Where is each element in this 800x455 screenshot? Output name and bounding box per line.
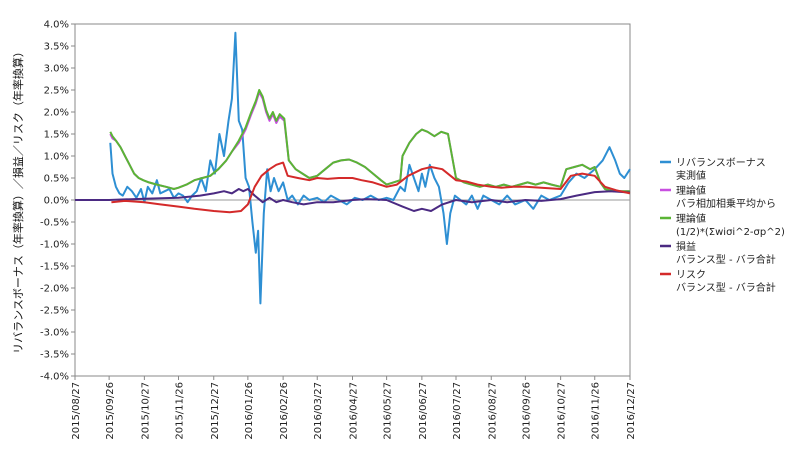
legend: リバランスボーナス実測値理論値バラ相加相乗平均から理論値(1/2)*(Σwiσi… <box>660 157 785 294</box>
y-tick-label: -3.0% <box>40 328 69 339</box>
x-tick-label: 2016/09/26 <box>521 382 532 440</box>
series-line-2 <box>109 91 630 193</box>
legend-label-1: 実測値 <box>676 169 706 182</box>
x-tick-label: 2016/11/26 <box>591 382 602 440</box>
series-line-3 <box>109 89 630 193</box>
y-tick-label: 0.5% <box>44 174 69 185</box>
x-tick-label: 2016/12/27 <box>626 382 637 440</box>
x-tick-label: 2016/08/27 <box>487 382 498 440</box>
series-line-1 <box>109 31 631 305</box>
x-tick-label: 2015/10/27 <box>140 382 151 440</box>
x-tick-label: 2015/11/26 <box>174 382 185 440</box>
legend-label-1: リバランスボーナス <box>676 157 766 169</box>
y-tick-label: 1.0% <box>44 152 69 163</box>
legend-label-4: 損益 <box>676 240 696 253</box>
x-tick-label: 2016/03/27 <box>313 382 324 440</box>
y-tick-label: 0.0% <box>44 196 69 207</box>
series-line-5 <box>111 161 631 214</box>
x-tick-label: 2016/07/27 <box>452 382 463 440</box>
y-tick-label: -0.5% <box>40 218 69 229</box>
series-lines <box>75 31 631 305</box>
y-axis-label: リバランスボーナス（年率換算）／損益／リスク（年率換算） <box>11 46 25 354</box>
y-tick-label: 2.5% <box>44 86 69 97</box>
legend-label-2: バラ相加相乗平均から <box>676 197 776 210</box>
y-tick-label: -1.0% <box>40 240 69 251</box>
y-tick-label: -2.5% <box>40 306 69 317</box>
x-tick-label: 2016/01/26 <box>244 382 255 440</box>
x-tick-label: 2015/12/27 <box>210 382 221 440</box>
legend-label-3: (1/2)*(Σwiσi^2-σp^2) <box>676 227 785 238</box>
y-tick-labels: 4.0% 3.5% 3.0% 2.5% 2.0% 1.5% 1.0% 0.5% 0.0% -0.5… <box>40 20 75 383</box>
legend-label-3: 理論値 <box>676 212 706 225</box>
y-tick-label: 4.0% <box>44 20 69 31</box>
y-tick-label: 3.5% <box>44 42 69 53</box>
x-tick-label: 2016/05/27 <box>383 382 394 440</box>
x-tick-label: 2016/04/27 <box>349 382 360 440</box>
y-tick-label: -2.0% <box>40 284 69 295</box>
x-tick-label: 2016/02/26 <box>279 382 290 440</box>
y-tick-label: 1.5% <box>44 130 69 141</box>
y-tick-label: -3.5% <box>40 350 69 361</box>
legend-label-5: リスク <box>676 269 706 281</box>
x-tick-label: 2015/09/26 <box>105 382 116 440</box>
legend-label-4: バランス型 - バラ合計 <box>676 253 776 266</box>
x-tick-label: 2015/08/27 <box>71 382 82 440</box>
legend-label-2: 理論値 <box>676 184 706 197</box>
x-tick-label: 2016/06/27 <box>418 382 429 440</box>
y-tick-label: 2.0% <box>44 108 69 119</box>
series-line-4 <box>75 188 631 212</box>
x-tick-label: 2016/10/27 <box>557 382 568 440</box>
y-tick-label: -4.0% <box>40 372 69 383</box>
y-tick-label: 3.0% <box>44 64 69 75</box>
x-tick-labels: 2015/08/27 2015/09/26 2015/10/27 2015/11/26… <box>71 376 637 440</box>
legend-label-5: バランス型 - バラ合計 <box>676 281 776 294</box>
y-tick-label: -1.5% <box>40 262 69 273</box>
